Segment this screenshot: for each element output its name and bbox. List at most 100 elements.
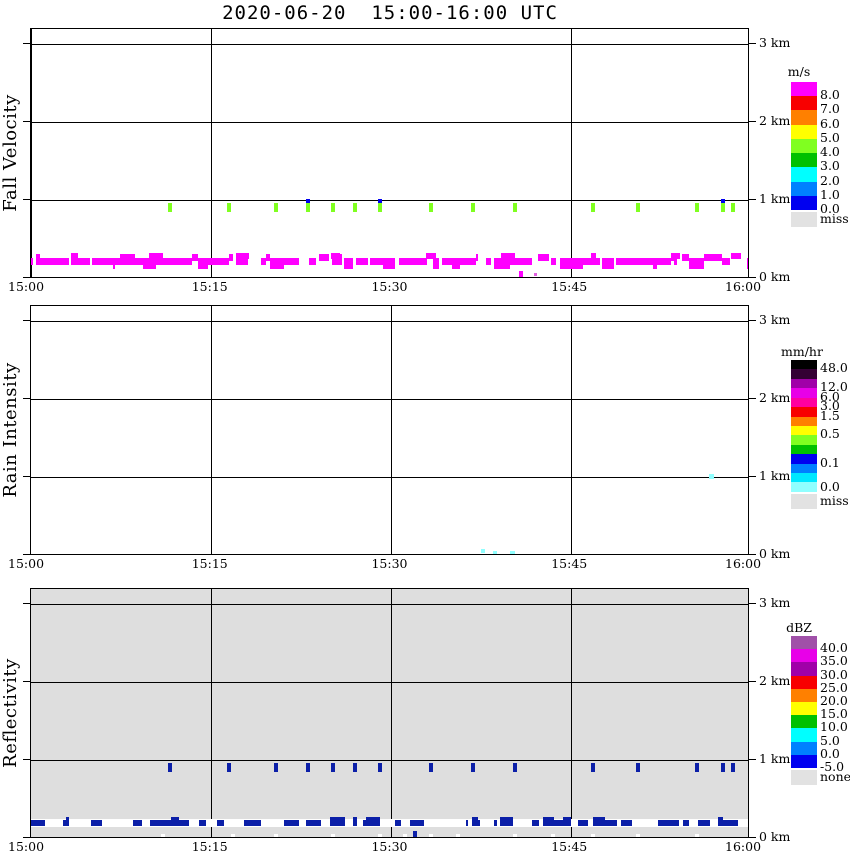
colorbar-missing-label-0: miss (820, 211, 849, 226)
colorbar-tick-2-6: 10.0 (820, 719, 848, 735)
ytick-label-0km: 0 km (759, 546, 791, 561)
colorbar-strip-0[interactable] (791, 82, 817, 210)
colorbar-tick-2-3: 25.0 (820, 679, 848, 695)
fv-band-cell (704, 253, 715, 261)
colorbar-tick-0-7: 1.0 (820, 186, 840, 202)
rf-band-nodata-base (31, 818, 748, 827)
rf-band-cell (698, 819, 710, 826)
ytick-mark-0km (749, 554, 756, 556)
fv-band-cell (113, 257, 115, 269)
colorbar-tick-0-6: 2.0 (820, 172, 840, 188)
plot-area-rain-intensity[interactable] (30, 305, 749, 555)
colorbar-band-2-5 (791, 701, 817, 716)
fv-band-clump (149, 252, 163, 259)
colorbar-tick-1-0: 48.0 (820, 360, 848, 376)
colorbar-tick-1-4: 1.5 (820, 407, 840, 423)
fv-band-cell (71, 257, 77, 265)
fv-band-cell (442, 257, 452, 265)
gridline-y-2km (31, 682, 748, 684)
rf-band-cell (554, 819, 563, 826)
rf-point-upper (227, 763, 231, 773)
colorbar-band-1-8 (791, 435, 817, 445)
fv-band-cell (31, 257, 33, 265)
rf-band-cell (353, 816, 357, 826)
gridline-x-1530 (391, 589, 393, 837)
rf-point-low-navy (413, 830, 417, 837)
fv-band-clump (731, 252, 741, 259)
fv-band-cell (108, 257, 113, 265)
rf-band-cell (179, 819, 182, 826)
plot-area-reflectivity[interactable] (30, 588, 749, 838)
gridline-x-1545 (571, 306, 573, 554)
gridline-x-1530 (391, 306, 393, 554)
gridline-x-1515 (211, 589, 213, 837)
colorbar-missing-swatch-0 (791, 212, 817, 227)
gridline-x-1545 (571, 29, 573, 277)
fv-band-cell (51, 257, 65, 265)
rf-band-cell (718, 816, 723, 826)
colorbar-band-0-5 (791, 153, 817, 168)
colorbar-band-1-1 (791, 369, 817, 379)
ytick-label-3km: 3 km (759, 35, 791, 50)
rf-band-cell (39, 819, 45, 826)
plot-area-fall-velocity[interactable] (30, 28, 749, 278)
fv-band-cell (309, 257, 316, 265)
colorbar-tick-0-4: 4.0 (820, 144, 840, 160)
ri-point-upper (709, 473, 714, 479)
fv-band-cell (344, 257, 351, 269)
colorbar-band-0-1 (791, 96, 817, 111)
rf-band-cell (133, 819, 142, 826)
rf-point-nodata-low (695, 834, 699, 837)
colorbar-band-1-7 (791, 425, 817, 436)
fv-band-clump (501, 252, 515, 259)
panel-name-2: Reflectivity (0, 658, 21, 768)
ytick-label-2km: 2 km (759, 390, 791, 405)
fv-band-cell (602, 257, 614, 269)
ytick-label-1km: 1 km (759, 468, 791, 483)
fv-band-cell (486, 257, 491, 265)
rf-point-upper (378, 763, 382, 773)
fv-band-clump (71, 252, 78, 259)
ytick-mark-0km (749, 837, 756, 839)
colorbar-band-2-8 (791, 741, 817, 755)
ytick-mark-1km (749, 759, 756, 761)
fv-band-cell (351, 257, 353, 269)
rf-band-cell (63, 819, 66, 826)
rf-band-cell (171, 816, 179, 826)
rf-point-upper (636, 763, 640, 773)
colorbar-tick-0-2: 6.0 (820, 115, 840, 131)
colorbar-tick-2-9: -5.0 (820, 759, 845, 774)
fv-band-cell (722, 257, 730, 265)
ytick-mark-left-2km (23, 398, 30, 400)
xtick-label-1545: 15:45 (551, 839, 588, 854)
colorbar-band-2-3 (791, 675, 817, 689)
colorbar-tick-2-5: 15.0 (820, 706, 848, 722)
rf-point-nodata-low (331, 834, 335, 837)
ytick-label-2km: 2 km (759, 113, 791, 128)
ytick-mark-left-1km (23, 476, 30, 478)
rf-band-cell (494, 819, 497, 826)
fv-band-cell (163, 257, 177, 265)
colorbar-strip-2[interactable] (791, 636, 817, 768)
fv-band-cell (229, 253, 233, 261)
panel-rain-intensity (30, 305, 749, 555)
rf-point-upper (274, 763, 278, 773)
fv-band-cell (616, 257, 624, 265)
rf-band-cell (91, 819, 102, 826)
colorbar-unit-label-2: dBZ (786, 620, 812, 635)
fv-band-cell (433, 257, 439, 269)
ytick-mark-2km (749, 398, 756, 400)
fv-point-green (378, 203, 382, 213)
ytick-mark-1km (749, 476, 756, 478)
fv-band-cell (747, 257, 748, 269)
rf-point-nodata-low (456, 834, 460, 837)
fv-band-cell (40, 257, 51, 265)
fv-point-low-faint (534, 273, 537, 277)
ri-point (493, 550, 497, 554)
ytick-mark-3km (749, 43, 756, 45)
fv-point-green (721, 203, 725, 213)
fv-band-cell (370, 257, 383, 265)
fv-band-cell (569, 257, 583, 269)
ytick-mark-left-1km (23, 199, 30, 201)
colorbar-strip-1[interactable] (791, 360, 817, 492)
